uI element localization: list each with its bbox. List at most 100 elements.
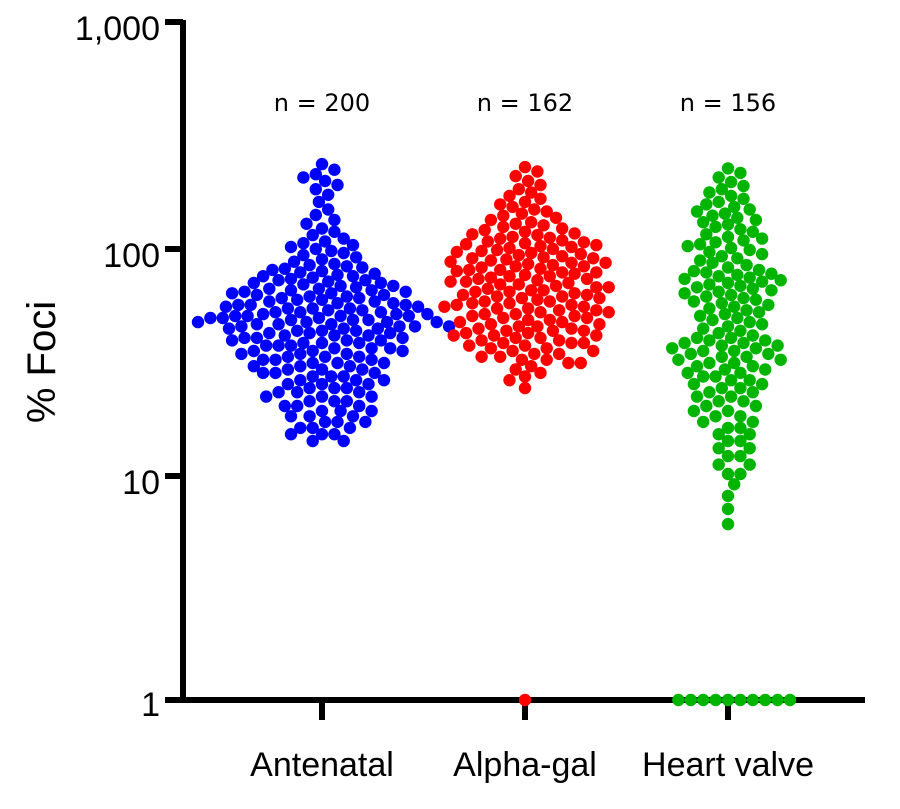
data-point-heart-valve-54	[746, 282, 759, 295]
data-point-heart-valve-50	[721, 276, 735, 290]
data-point-antenatal-68	[263, 295, 276, 308]
data-point-alpha-gal-38	[565, 240, 578, 254]
data-point-alpha-gal-44	[525, 246, 538, 260]
data-point-alpha-gal-46	[512, 248, 525, 262]
data-point-heart-valve-11	[728, 200, 741, 214]
data-point-antenatal-0	[315, 157, 329, 171]
data-point-heart-valve-61	[749, 293, 763, 306]
data-point-antenatal-139	[340, 347, 353, 361]
data-point-alpha-gal-131	[487, 329, 501, 342]
data-point-heart-valve-73	[743, 315, 756, 329]
data-point-alpha-gal-53	[444, 255, 457, 268]
data-point-antenatal-122	[396, 331, 409, 345]
data-point-antenatal-150	[294, 360, 307, 373]
data-point-antenatal-53	[284, 284, 298, 297]
data-point-antenatal-136	[247, 344, 260, 358]
data-point-antenatal-173	[272, 386, 285, 399]
data-point-alpha-gal-109	[602, 306, 615, 319]
data-point-antenatal-72	[399, 298, 412, 312]
data-point-alpha-gal-2	[509, 169, 522, 183]
data-point-alpha-gal-107	[590, 304, 603, 317]
data-point-alpha-gal-57	[546, 258, 560, 272]
data-point-alpha-gal-24	[518, 225, 532, 238]
data-point-heart-valve-30	[724, 241, 738, 255]
data-point-alpha-gal-52	[484, 254, 498, 267]
data-point-antenatal-23	[337, 246, 350, 260]
data-point-antenatal-61	[303, 290, 316, 303]
data-point-antenatal-33	[266, 263, 279, 277]
data-point-alpha-gal-42	[475, 244, 488, 258]
data-point-alpha-gal-158	[518, 370, 532, 383]
data-point-alpha-gal-105	[490, 302, 504, 315]
data-point-heart-valve-32	[703, 245, 716, 259]
data-point-heart-valve-108	[724, 374, 738, 387]
data-point-alpha-gal-81	[590, 281, 603, 294]
data-point-antenatal-57	[325, 287, 338, 300]
data-point-alpha-gal-139	[565, 336, 578, 350]
data-point-antenatal-129	[284, 339, 298, 352]
data-point-heart-valve-105	[681, 366, 694, 380]
data-point-antenatal-110	[222, 322, 236, 335]
data-point-alpha-gal-1	[531, 165, 544, 178]
data-point-antenatal-155	[356, 363, 369, 376]
data-point-heart-valve-133	[734, 434, 747, 448]
data-point-heart-valve-112	[715, 381, 728, 395]
data-point-heart-valve-121	[749, 399, 763, 413]
data-point-heart-valve-109	[743, 374, 756, 387]
data-point-antenatal-96	[362, 313, 375, 327]
data-point-heart-valve-125	[709, 410, 722, 423]
data-point-antenatal-124	[374, 334, 388, 347]
data-point-alpha-gal-56	[521, 257, 535, 271]
data-point-alpha-gal-64	[450, 264, 463, 278]
data-point-heart-valve-18	[697, 216, 710, 229]
data-point-antenatal-38	[346, 270, 360, 283]
data-point-heart-valve-97	[774, 353, 787, 366]
data-point-alpha-gal-80	[549, 279, 563, 293]
data-point-alpha-gal-118	[556, 315, 569, 329]
data-point-alpha-gal-16	[549, 211, 563, 224]
data-point-heart-valve-28	[693, 238, 707, 251]
data-point-heart-valve-70	[693, 309, 707, 323]
data-point-alpha-gal-73	[580, 272, 594, 286]
data-point-heart-valve-141	[734, 467, 747, 481]
data-point-antenatal-25	[349, 251, 363, 264]
data-point-antenatal-123	[340, 334, 353, 347]
data-point-alpha-gal-88	[568, 287, 581, 300]
data-point-antenatal-22	[325, 244, 338, 258]
data-point-alpha-gal-11	[506, 200, 519, 214]
data-point-alpha-gal-60	[475, 261, 488, 274]
data-point-alpha-gal-141	[518, 339, 532, 352]
data-point-heart-valve-9	[712, 195, 725, 209]
data-point-alpha-gal-145	[506, 344, 519, 358]
data-point-antenatal-153	[315, 363, 329, 376]
data-point-heart-valve-43	[765, 267, 778, 280]
data-point-heart-valve-4	[737, 179, 750, 193]
data-point-heart-valve-144	[721, 502, 735, 516]
data-point-antenatal-148	[331, 356, 344, 370]
data-point-antenatal-7	[322, 188, 335, 201]
data-point-heart-valve-6	[703, 186, 716, 199]
data-point-alpha-gal-26	[466, 228, 479, 241]
data-point-antenatal-54	[365, 284, 378, 297]
data-point-antenatal-118	[278, 329, 291, 342]
data-point-antenatal-171	[291, 386, 304, 399]
data-point-heart-valve-3	[724, 175, 738, 189]
data-point-antenatal-100	[191, 315, 205, 329]
data-point-antenatal-75	[219, 300, 233, 313]
data-point-alpha-gal-82	[602, 281, 615, 294]
data-point-antenatal-47	[297, 278, 310, 291]
data-point-heart-valve-145	[721, 517, 735, 531]
data-point-alpha-gal-142	[463, 339, 476, 352]
data-point-heart-valve-102	[718, 363, 732, 376]
data-point-heart-valve-0	[721, 162, 735, 175]
data-point-alpha-gal-126	[500, 324, 513, 337]
data-point-heart-valve-19	[721, 218, 735, 231]
data-point-antenatal-111	[315, 324, 329, 337]
data-point-alpha-gal-110	[509, 307, 522, 321]
data-point-heart-valve-110	[755, 377, 769, 391]
data-point-heart-valve-106	[709, 370, 722, 383]
data-point-heart-valve-7	[724, 189, 738, 203]
data-point-antenatal-89	[402, 309, 415, 323]
data-point-heart-valve-29	[681, 239, 694, 253]
data-point-alpha-gal-40	[546, 242, 560, 256]
